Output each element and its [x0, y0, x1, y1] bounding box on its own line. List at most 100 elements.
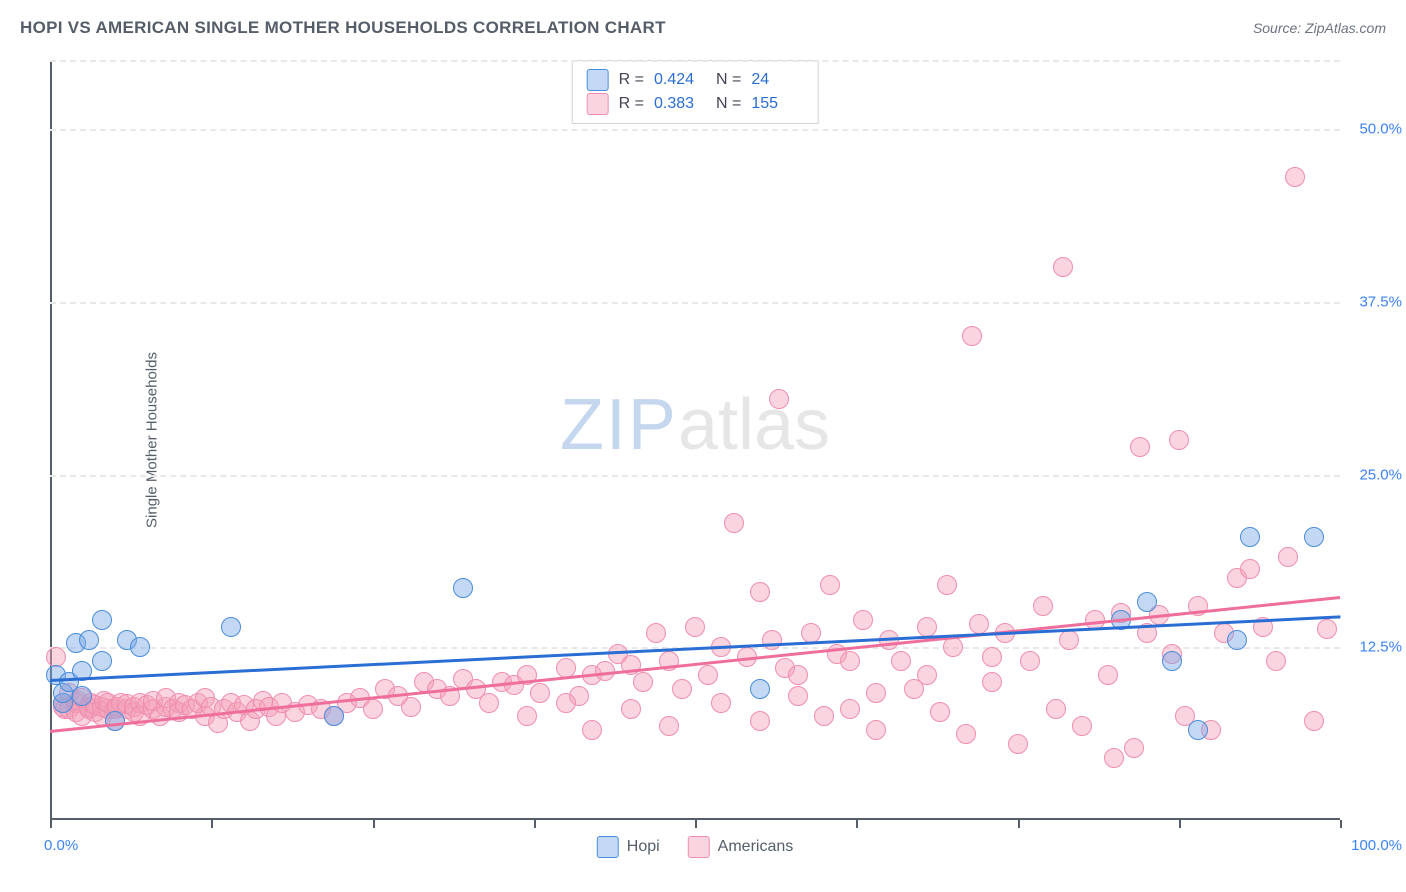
chart-plot-area: Single Mother Households ZIPatlas R = 0.…: [50, 60, 1340, 820]
data-point: [1098, 665, 1118, 685]
data-point: [92, 610, 112, 630]
data-point: [582, 720, 602, 740]
series-legend: Hopi Americans: [597, 836, 793, 858]
legend-item-americans: Americans: [688, 836, 794, 858]
legend-row-americans: R = 0.383 N = 155: [587, 93, 804, 115]
data-point: [1240, 527, 1260, 547]
data-point: [724, 513, 744, 533]
data-point: [711, 693, 731, 713]
data-point: [840, 651, 860, 671]
data-point: [517, 706, 537, 726]
data-point: [1053, 257, 1073, 277]
data-point: [1278, 547, 1298, 567]
correlation-legend: R = 0.424 N = 24 R = 0.383 N = 155: [572, 60, 819, 124]
legend-r-americans: 0.383: [654, 95, 706, 113]
x-tick: [211, 820, 213, 828]
gridline: [50, 129, 1340, 131]
data-point: [1124, 738, 1144, 758]
data-point: [1008, 734, 1028, 754]
legend-r-label: R =: [619, 95, 644, 113]
data-point: [105, 711, 125, 731]
data-point: [698, 665, 718, 685]
data-point: [788, 665, 808, 685]
data-point: [92, 651, 112, 671]
data-point: [1020, 651, 1040, 671]
data-point: [820, 575, 840, 595]
data-point: [930, 702, 950, 722]
data-point: [363, 699, 383, 719]
y-axis-label: Single Mother Households: [143, 352, 160, 528]
data-point: [79, 630, 99, 650]
data-point: [1188, 720, 1208, 740]
data-point: [621, 699, 641, 719]
y-tick-label: 37.5%: [1359, 293, 1402, 310]
x-tick: [1018, 820, 1020, 828]
gridline: [50, 475, 1340, 477]
data-point: [530, 683, 550, 703]
legend-n-hopi: 24: [751, 71, 803, 89]
data-point: [1162, 651, 1182, 671]
data-point: [917, 665, 937, 685]
data-point: [453, 578, 473, 598]
data-point: [646, 623, 666, 643]
data-point: [401, 697, 421, 717]
data-point: [130, 637, 150, 657]
y-tick-label: 25.0%: [1359, 466, 1402, 483]
legend-swatch-hopi-icon: [597, 836, 619, 858]
x-tick: [50, 820, 52, 828]
legend-label-hopi: Hopi: [627, 838, 660, 856]
legend-n-label: N =: [716, 95, 741, 113]
source-label: Source: ZipAtlas.com: [1253, 20, 1386, 36]
gridline: [50, 302, 1340, 304]
x-tick: [534, 820, 536, 828]
data-point: [891, 651, 911, 671]
data-point: [814, 706, 834, 726]
legend-row-hopi: R = 0.424 N = 24: [587, 69, 804, 91]
data-point: [762, 630, 782, 650]
x-tick: [373, 820, 375, 828]
data-point: [1317, 619, 1337, 639]
y-axis-line: [50, 60, 52, 820]
legend-n-americans: 155: [751, 95, 803, 113]
legend-swatch-americans-icon: [688, 836, 710, 858]
x-axis-min-label: 0.0%: [44, 837, 78, 854]
data-point: [943, 637, 963, 657]
x-axis-max-label: 100.0%: [1351, 837, 1402, 854]
data-point: [1169, 430, 1189, 450]
data-point: [750, 679, 770, 699]
data-point: [853, 610, 873, 630]
data-point: [1072, 716, 1092, 736]
data-point: [1304, 527, 1324, 547]
watermark-atlas: atlas: [678, 385, 830, 465]
data-point: [1137, 592, 1157, 612]
data-point: [982, 647, 1002, 667]
watermark-zip: ZIP: [560, 385, 678, 465]
data-point: [866, 720, 886, 740]
data-point: [324, 706, 344, 726]
legend-label-americans: Americans: [718, 838, 794, 856]
data-point: [982, 672, 1002, 692]
data-point: [479, 693, 499, 713]
data-point: [1227, 630, 1247, 650]
data-point: [1033, 596, 1053, 616]
x-tick: [1179, 820, 1181, 828]
data-point: [1104, 748, 1124, 768]
data-point: [1059, 630, 1079, 650]
data-point: [917, 617, 937, 637]
legend-item-hopi: Hopi: [597, 836, 660, 858]
legend-swatch-hopi: [587, 69, 609, 91]
data-point: [866, 683, 886, 703]
data-point: [556, 693, 576, 713]
data-point: [72, 686, 92, 706]
x-tick: [695, 820, 697, 828]
data-point: [840, 699, 860, 719]
chart-title: HOPI VS AMERICAN SINGLE MOTHER HOUSEHOLD…: [20, 18, 666, 38]
data-point: [769, 389, 789, 409]
data-point: [659, 716, 679, 736]
data-point: [672, 679, 692, 699]
legend-r-hopi: 0.424: [654, 71, 706, 89]
data-point: [1240, 559, 1260, 579]
gridline: [50, 60, 1340, 62]
data-point: [633, 672, 653, 692]
data-point: [685, 617, 705, 637]
